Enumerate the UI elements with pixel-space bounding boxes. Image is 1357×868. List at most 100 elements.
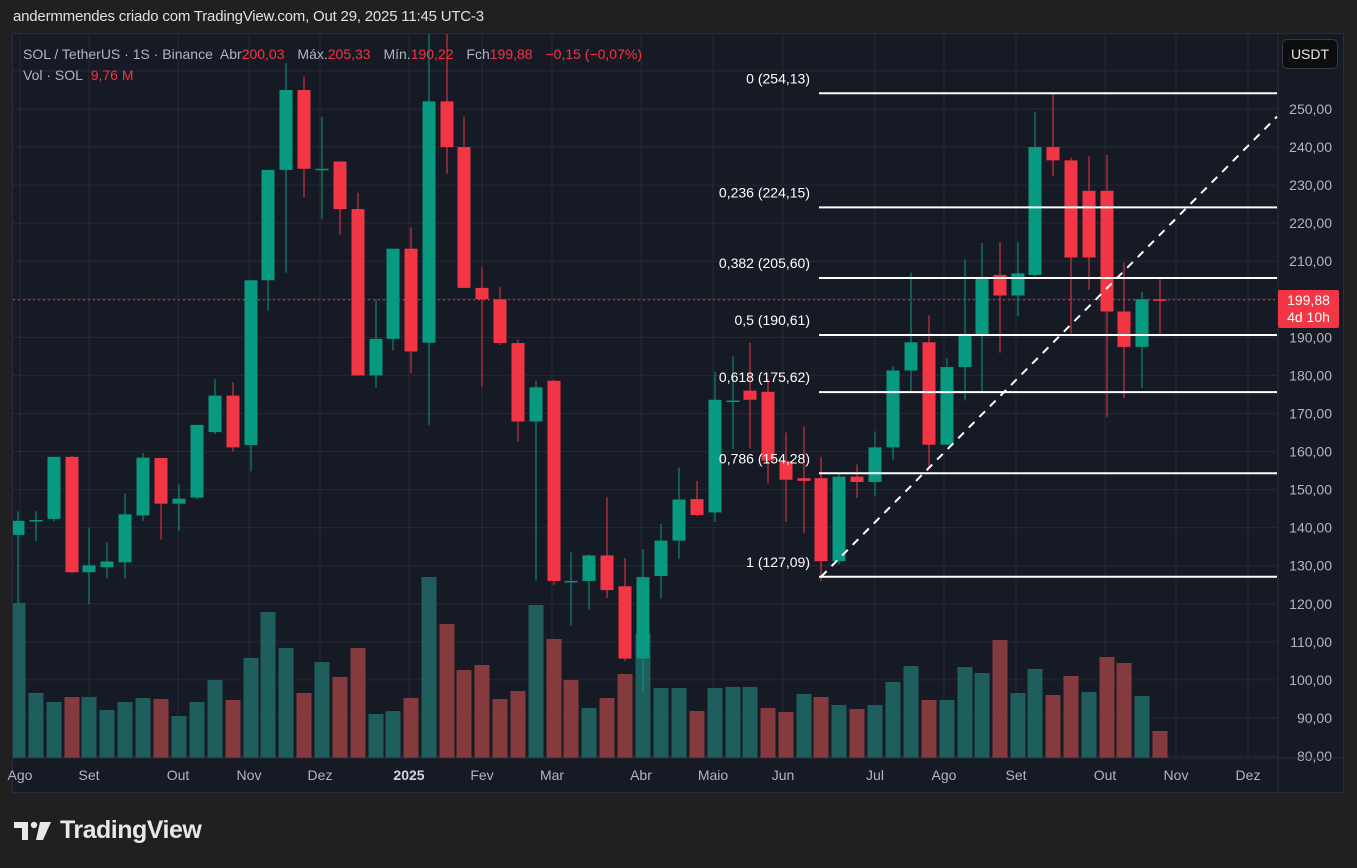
candle [47, 456, 61, 522]
volume-bar [171, 716, 187, 758]
volume-bar [778, 712, 794, 758]
tradingview-logo-icon [14, 821, 51, 840]
candle [279, 63, 293, 273]
candle [564, 552, 578, 626]
volume-row: Vol · SOL 9,76 M [23, 65, 651, 86]
volume-bar [921, 700, 937, 758]
volume-bar [81, 697, 97, 758]
price-tick-label: 110,00 [1290, 634, 1332, 650]
candle [904, 272, 918, 393]
fib-level-label: 0,618 (175,62) [719, 369, 810, 385]
candle [172, 484, 186, 531]
time-tick-label: Abr [630, 767, 652, 783]
time-tick-label: 2025 [393, 767, 424, 783]
candle [1082, 156, 1096, 290]
symbol-label[interactable]: SOL / TetherUS · 1S · Binance [23, 46, 213, 62]
price-tick-label: 80,00 [1297, 748, 1332, 764]
volume-bar [456, 670, 472, 758]
time-tick-label: Mar [540, 767, 564, 783]
candle [100, 542, 114, 579]
high-value: 205,33 [327, 46, 371, 62]
volume-bar [46, 702, 62, 758]
candle [922, 315, 936, 467]
time-axis[interactable]: Ago Set Out Nov Dez 2025 Fev Mar Abr Maio Jun Jul Ag… [8, 757, 1343, 783]
candle [547, 379, 561, 585]
fib-level-label: 0 (254,13) [746, 70, 810, 86]
volume-bar [1152, 731, 1168, 758]
volume-bar [831, 705, 847, 758]
price-tick-label: 90,00 [1297, 710, 1332, 726]
candle [726, 356, 740, 450]
candle [797, 426, 811, 534]
volume-bar [903, 666, 919, 758]
volume-label[interactable]: Vol · SOL [23, 67, 83, 83]
candle [743, 342, 757, 449]
volume-bar [368, 714, 384, 758]
volume-bar [581, 708, 597, 758]
volume-bar [796, 694, 812, 758]
time-tick-label: Out [167, 767, 190, 783]
volume-bar [474, 665, 490, 758]
fib-trendline[interactable] [820, 115, 1278, 578]
candle [226, 382, 240, 452]
volume-bar [992, 640, 1008, 758]
fib-level-label: 0,786 (154,28) [719, 450, 810, 466]
volume-bar [64, 697, 80, 758]
volume-bar [1010, 693, 1026, 758]
volume-bar [635, 633, 651, 758]
volume-bar [1081, 692, 1097, 758]
volume-bar [421, 577, 437, 758]
volume-bar [725, 687, 741, 758]
volume-bar [135, 698, 151, 758]
candle [1046, 94, 1060, 177]
candle [493, 287, 507, 345]
plot-area[interactable]: 0 (254,13) 0,236 (224,15) 0,382 (205,60) 0,… [11, 0, 1278, 758]
tradingview-logo[interactable]: TradingView [14, 816, 202, 845]
price-tick-label: 170,00 [1289, 405, 1332, 421]
volume-bar [760, 708, 776, 758]
volume-bar [278, 648, 294, 758]
volume-bar [510, 691, 526, 758]
volume-bar [974, 673, 990, 758]
candle [190, 424, 204, 500]
time-tick-label: Set [1005, 767, 1026, 783]
volume-bar [707, 688, 723, 758]
volume-bar [117, 702, 133, 758]
currency-button[interactable]: USDT [1282, 39, 1338, 69]
fib-level-label: 1 (127,09) [746, 554, 810, 570]
candle [261, 169, 275, 311]
candle [975, 242, 989, 393]
price-tick-label: 160,00 [1289, 444, 1332, 460]
price-tick-label: 150,00 [1289, 482, 1332, 498]
volume-bar [260, 612, 276, 758]
volume-bar [189, 702, 205, 758]
volume-bar [13, 603, 26, 758]
candle [690, 480, 704, 517]
price-tick-label: 230,00 [1289, 177, 1332, 193]
candle [440, 34, 454, 174]
price-tick-label: 240,00 [1289, 139, 1332, 155]
price-axis[interactable]: 250,00240,00230,00220,00210,00200,00190,… [1277, 34, 1332, 792]
time-tick-label: Dez [308, 767, 333, 783]
volume-bar [689, 711, 705, 758]
volume-bar [1134, 696, 1150, 758]
open-label: Abr [219, 46, 242, 62]
time-tick-label: Jul [866, 767, 884, 783]
chart-caption: andermmendes criado com TradingView.com,… [13, 8, 484, 25]
candle [850, 464, 864, 498]
candle [351, 192, 365, 376]
candle [940, 358, 954, 445]
candle [886, 366, 900, 460]
candle [422, 34, 436, 425]
candle [13, 511, 25, 604]
low-label: Mín. [383, 46, 411, 62]
candle [868, 431, 882, 497]
volume-bar [225, 700, 241, 758]
volume-bar [1027, 669, 1043, 758]
volume-bar [403, 698, 419, 758]
candle [832, 472, 846, 565]
volume-bar [546, 639, 562, 758]
candle [29, 511, 43, 541]
low-value: 190,22 [410, 46, 454, 62]
